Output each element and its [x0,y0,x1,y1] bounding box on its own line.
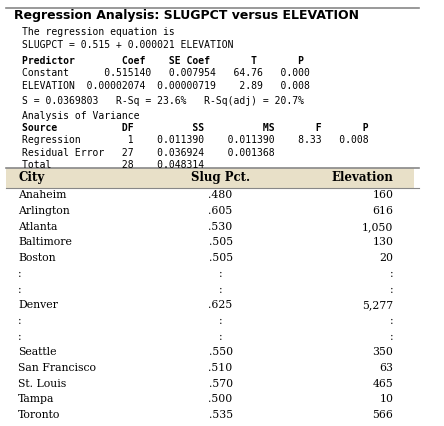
Text: .535: .535 [209,410,233,420]
Text: .510: .510 [208,363,233,373]
Text: Seattle: Seattle [18,347,57,357]
Text: Elevation: Elevation [332,171,393,184]
Text: .530: .530 [208,222,233,232]
Text: 350: 350 [373,347,393,357]
Text: Slug Pct.: Slug Pct. [191,171,250,184]
Text: Toronto: Toronto [18,410,61,420]
Text: Predictor        Coef    SE Coef       T       P: Predictor Coef SE Coef T P [23,56,305,66]
Text: :: : [390,316,393,326]
Text: :: : [219,285,222,294]
Text: :: : [219,269,222,279]
Text: 10: 10 [379,394,393,404]
Text: S = 0.0369803   R-Sq = 23.6%   R-Sq(adj) = 20.7%: S = 0.0369803 R-Sq = 23.6% R-Sq(adj) = 2… [23,96,305,106]
Text: Denver: Denver [18,300,58,310]
Text: Baltimore: Baltimore [18,237,72,248]
Text: 566: 566 [373,410,393,420]
Text: Tampa: Tampa [18,394,55,404]
Text: :: : [219,316,222,326]
Text: .550: .550 [209,347,233,357]
Text: .625: .625 [208,300,233,310]
Text: Arlington: Arlington [18,206,70,216]
Text: 616: 616 [373,206,393,216]
Text: :: : [18,332,22,342]
Text: Boston: Boston [18,253,56,263]
Text: .505: .505 [209,237,233,248]
Text: Analysis of Variance: Analysis of Variance [23,111,140,121]
Text: 5,277: 5,277 [362,300,393,310]
Text: Anaheim: Anaheim [18,190,67,200]
Text: City: City [18,171,44,184]
Text: Total            28    0.048314: Total 28 0.048314 [23,160,205,170]
Text: Source           DF          SS          MS       F       P: Source DF SS MS F P [23,123,369,133]
Text: ELEVATION  0.00002074  0.00000719    2.89   0.008: ELEVATION 0.00002074 0.00000719 2.89 0.0… [23,81,310,91]
Text: 160: 160 [373,190,393,200]
Text: :: : [219,332,222,342]
Text: :: : [18,316,22,326]
Text: :: : [18,269,22,279]
Text: SLUGPCT = 0.515 + 0.000021 ELEVATION: SLUGPCT = 0.515 + 0.000021 ELEVATION [23,40,234,50]
Text: Regression        1    0.011390    0.011390    8.33   0.008: Regression 1 0.011390 0.011390 8.33 0.00… [23,135,369,146]
Text: .570: .570 [209,379,233,389]
Bar [6,168,414,187]
Text: San Francisco: San Francisco [18,363,96,373]
Text: Constant      0.515140   0.007954   64.76   0.000: Constant 0.515140 0.007954 64.76 0.000 [23,69,310,78]
Text: .500: .500 [208,394,233,404]
Text: .605: .605 [208,206,233,216]
Text: 20: 20 [379,253,393,263]
Text: :: : [390,269,393,279]
Text: .480: .480 [208,190,233,200]
Text: Atlanta: Atlanta [18,222,58,232]
Text: Regression Analysis: SLUGPCT versus ELEVATION: Regression Analysis: SLUGPCT versus ELEV… [14,9,359,22]
Text: 465: 465 [373,379,393,389]
Text: St. Louis: St. Louis [18,379,67,389]
Text: :: : [390,285,393,294]
Text: Residual Error   27    0.036924    0.001368: Residual Error 27 0.036924 0.001368 [23,148,275,158]
Text: 130: 130 [373,237,393,248]
Text: :: : [18,285,22,294]
Text: 1,050: 1,050 [362,222,393,232]
Text: 63: 63 [379,363,393,373]
Text: .505: .505 [209,253,233,263]
Text: The regression equation is: The regression equation is [23,27,175,37]
Text: :: : [390,332,393,342]
